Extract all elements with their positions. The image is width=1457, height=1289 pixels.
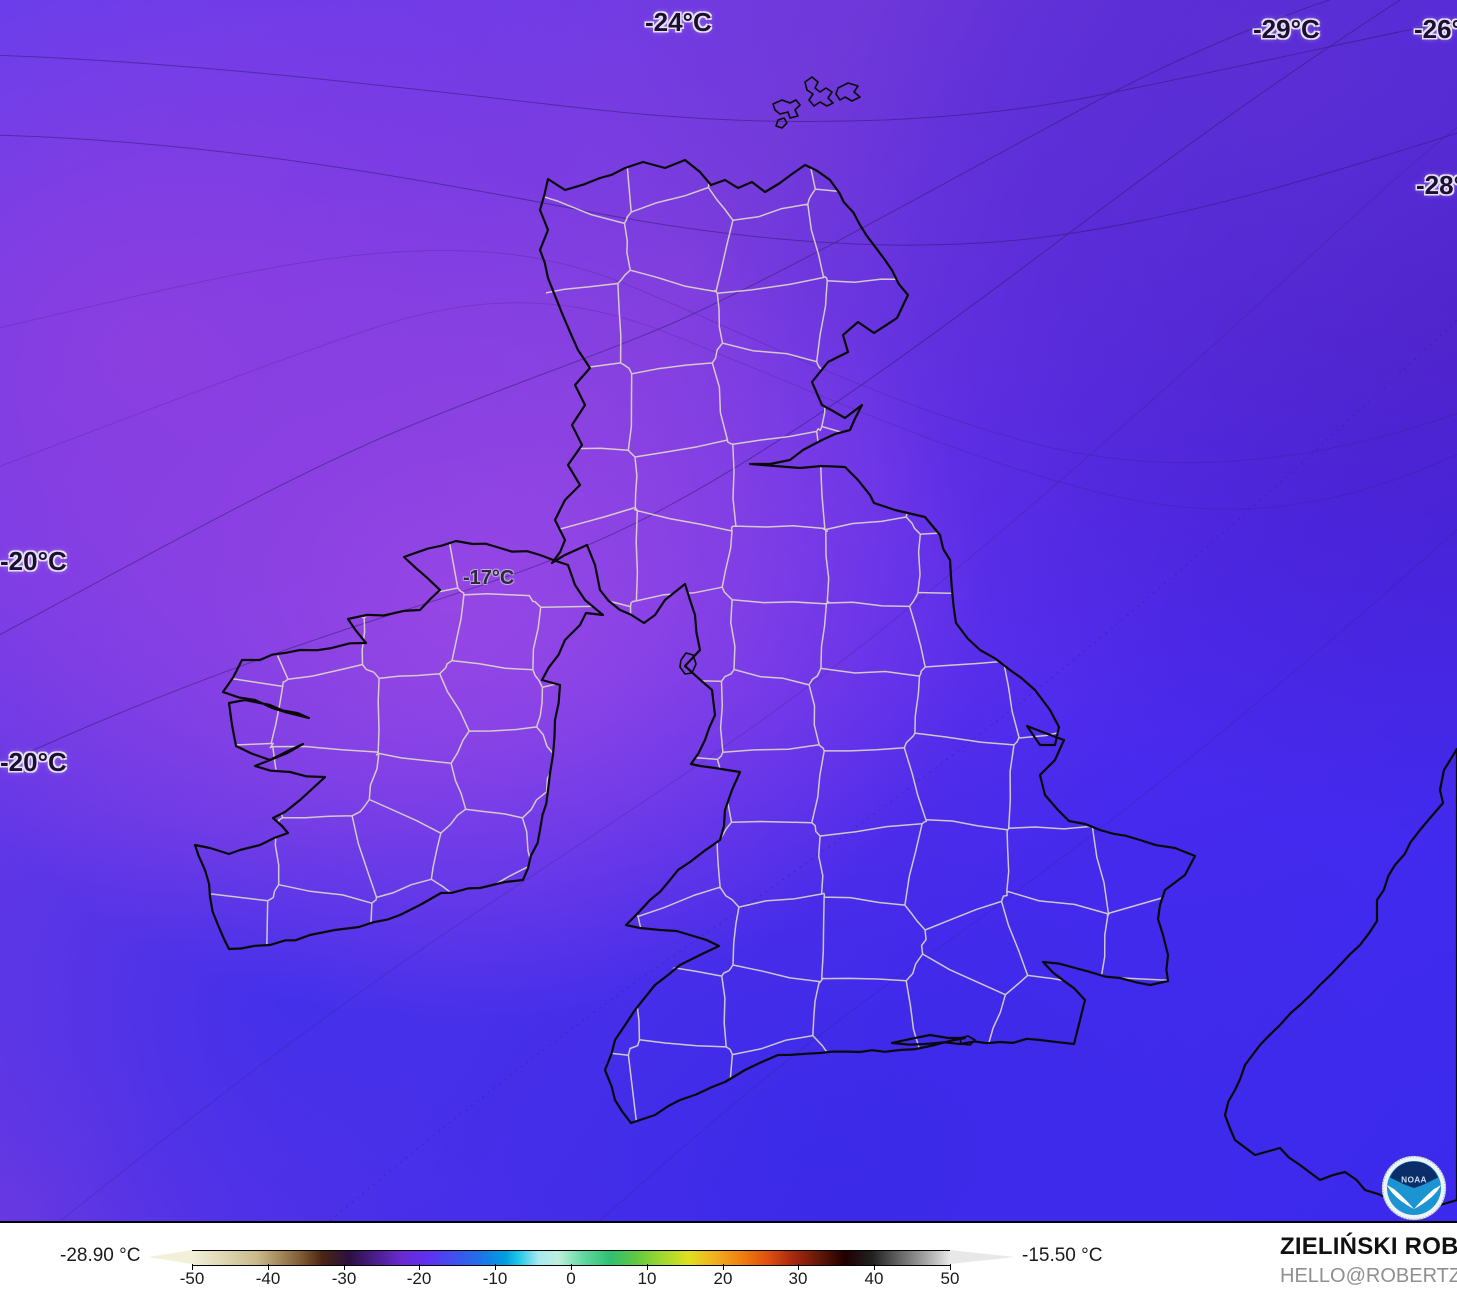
svg-text:NOAA: NOAA	[1401, 1175, 1427, 1185]
